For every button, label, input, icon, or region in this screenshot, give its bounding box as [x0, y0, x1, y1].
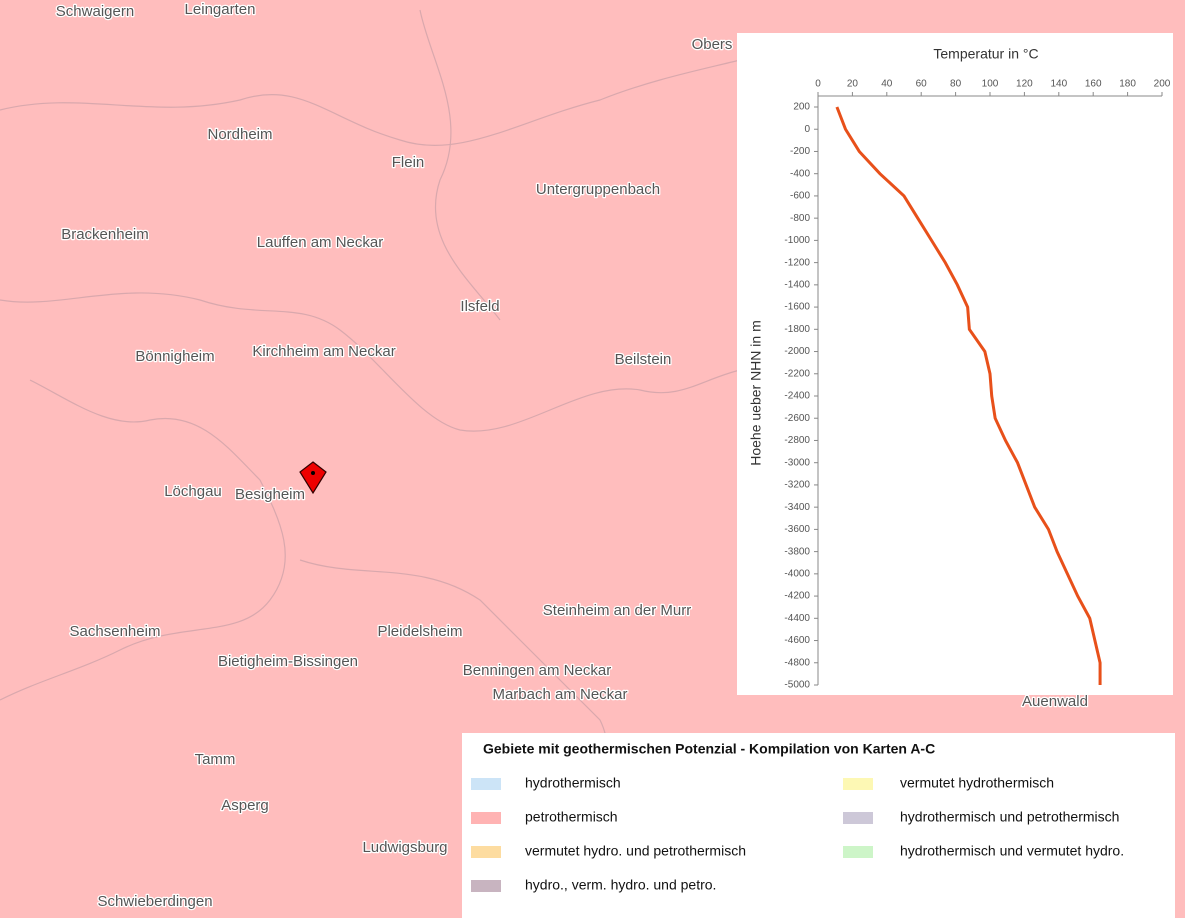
- legend-swatch: [843, 778, 873, 790]
- place-label: Benningen am Neckar: [463, 662, 611, 679]
- y-tick-label: -2800: [784, 435, 810, 446]
- marker-dot: [311, 471, 315, 475]
- y-tick-label: -4400: [784, 613, 810, 624]
- legend-swatch: [843, 812, 873, 824]
- place-label: Leingarten: [185, 1, 256, 18]
- place-label: Bietigheim-Bissingen: [218, 653, 358, 670]
- place-label: Auenwald: [1022, 693, 1088, 710]
- legend-label: hydro., verm. hydro. und petro.: [525, 877, 716, 893]
- temperature-line: [835, 106, 1102, 685]
- place-label: Flein: [392, 154, 425, 171]
- legend-swatch: [471, 880, 501, 892]
- x-tick-label: 200: [1154, 79, 1171, 90]
- y-tick-label: -3600: [784, 524, 810, 535]
- place-label: Tamm: [195, 751, 236, 768]
- y-tick-label: -1800: [784, 324, 810, 335]
- y-tick-label: -3200: [784, 480, 810, 491]
- y-tick-label: -3000: [784, 457, 810, 468]
- place-label: Pleidelsheim: [377, 623, 462, 640]
- y-tick-label: 200: [793, 102, 810, 113]
- place-label: Kirchheim am Neckar: [252, 343, 395, 360]
- legend-label: hydrothermisch und petrothermisch: [900, 809, 1119, 825]
- y-tick-label: -4800: [784, 657, 810, 668]
- x-tick-label: 100: [982, 79, 999, 90]
- x-tick-label: 60: [916, 79, 928, 90]
- boundary: [419, 9, 501, 321]
- x-tick-label: 160: [1085, 79, 1102, 90]
- y-tick-label: -4200: [784, 591, 810, 602]
- y-tick-label: -5000: [784, 680, 810, 691]
- y-tick-label: -1200: [784, 257, 810, 268]
- place-label: Sachsenheim: [70, 623, 161, 640]
- place-label: Besigheim: [235, 486, 305, 503]
- x-tick-label: 20: [847, 79, 859, 90]
- place-label: Marbach am Neckar: [492, 686, 627, 703]
- boundary: [0, 379, 286, 701]
- x-tick-label: 40: [881, 79, 893, 90]
- y-axis-label: Hoehe ueber NHN in m: [748, 320, 764, 466]
- place-label: Ilsfeld: [460, 298, 499, 315]
- legend: hydrothermisch petrothermisch vermutet hyd…: [471, 775, 1124, 893]
- place-label: Nordheim: [207, 126, 272, 143]
- x-tick-label: 0: [815, 79, 821, 90]
- boundary: [0, 292, 741, 432]
- legend-label: vermutet hydro. und petrothermisch: [525, 843, 746, 859]
- place-label: Lauffen am Neckar: [257, 234, 383, 251]
- y-tick-label: -2400: [784, 391, 810, 402]
- place-label: Ludwigsburg: [362, 839, 447, 856]
- x-tick-label: 120: [1016, 79, 1033, 90]
- marker-pin[interactable]: [299, 461, 327, 495]
- place-label: Löchgau: [164, 483, 222, 500]
- chart-panel: [737, 33, 1173, 695]
- y-tick-label: -3400: [784, 502, 810, 513]
- y-tick-label: -200: [790, 146, 810, 157]
- legend-swatch: [471, 778, 501, 790]
- place-label: Bönnigheim: [135, 348, 214, 365]
- y-tick-label: -3800: [784, 546, 810, 557]
- y-tick-label: -400: [790, 168, 810, 179]
- boundaries: [0, 9, 741, 861]
- place-label: Steinheim an der Murr: [543, 602, 691, 619]
- legend-swatch: [471, 846, 501, 858]
- legend-label: petrothermisch: [525, 809, 618, 825]
- x-tick-label: 180: [1119, 79, 1136, 90]
- y-tick-label: -2000: [784, 346, 810, 357]
- y-tick-label: -4000: [784, 568, 810, 579]
- place-labels: Schwaigern Leingarten Obers Nordheim Flein Un…: [55, 0, 1090, 914]
- y-tick-label: -600: [790, 191, 810, 202]
- location-marker[interactable]: [299, 461, 327, 495]
- y-tick-label: -4600: [784, 635, 810, 646]
- y-tick-label: -2200: [784, 368, 810, 379]
- place-label: Schwieberdingen: [97, 893, 212, 910]
- legend-label: vermutet hydrothermisch: [900, 775, 1054, 791]
- place-label: Asperg: [221, 797, 269, 814]
- legend-panel: [462, 733, 1175, 918]
- y-tick-label: -2600: [784, 413, 810, 424]
- legend-label: hydrothermisch: [525, 775, 621, 791]
- x-tick-label: 80: [950, 79, 962, 90]
- y-tick-label: -1000: [784, 235, 810, 246]
- place-label: Untergruppenbach: [536, 181, 660, 198]
- y-tick-label: -800: [790, 213, 810, 224]
- legend-swatch: [471, 812, 501, 824]
- legend-swatch: [843, 846, 873, 858]
- y-tick-label: 0: [804, 124, 810, 135]
- legend-label: hydrothermisch und vermutet hydro.: [900, 843, 1124, 859]
- chart: 0 20 40 60 80 100 120 140 160 180 200 200 0 -200 -400 -…: [784, 79, 1170, 691]
- place-label: Beilstein: [615, 351, 672, 368]
- place-label: Brackenheim: [61, 226, 149, 243]
- legend-title: Gebiete mit geothermischen Potenzial - K…: [483, 741, 935, 757]
- place-label: Schwaigern: [56, 3, 134, 20]
- boundary: [0, 59, 741, 147]
- place-label: Obers: [692, 36, 733, 53]
- y-tick-label: -1600: [784, 302, 810, 313]
- y-tick-label: -1400: [784, 279, 810, 290]
- chart-title: Temperatur in °C: [933, 46, 1038, 62]
- x-tick-label: 140: [1050, 79, 1067, 90]
